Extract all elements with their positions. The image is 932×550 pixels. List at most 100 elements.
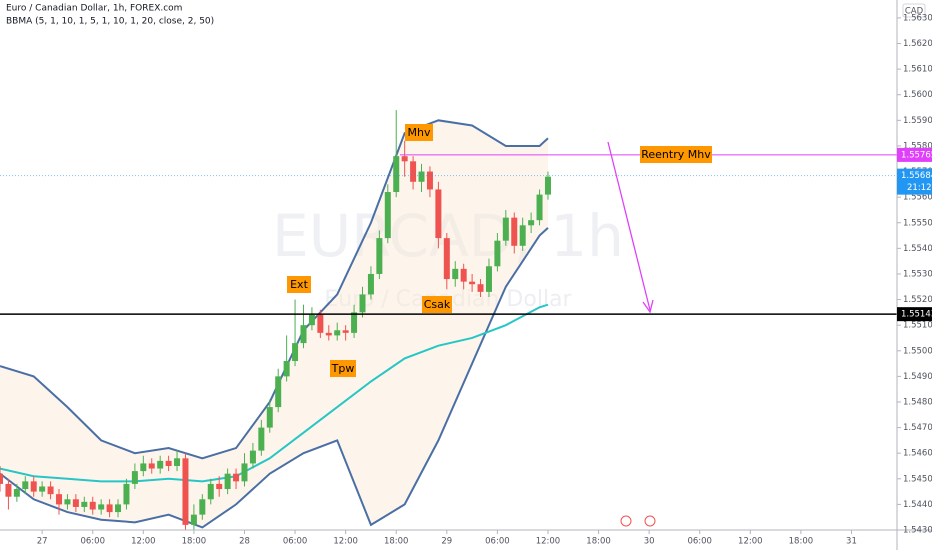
candle-body	[224, 473, 231, 490]
candle-body	[258, 427, 265, 451]
indicator-line	[0, 227, 549, 529]
y-tick-label: 1.54500	[903, 474, 932, 484]
price-label: 1.55765	[901, 150, 932, 160]
candle-body	[30, 481, 37, 492]
y-tick-label: 1.54600	[903, 449, 932, 459]
y-tick-label: 1.55200	[903, 295, 932, 305]
candle-body	[233, 473, 240, 482]
candle-body	[115, 504, 122, 513]
candle-body	[275, 376, 282, 408]
x-tick-label: 31	[846, 537, 857, 547]
annotation-text: Csak	[424, 298, 451, 311]
indicator-label: BBMA (5, 1, 10, 1, 5, 1, 10, 1, 20, clos…	[6, 17, 214, 27]
y-tick-label: 1.54800	[903, 397, 932, 407]
x-tick-label: 06:00	[485, 537, 510, 547]
price-label: 1.55143	[901, 310, 932, 320]
candle-body	[56, 494, 63, 505]
annotation-text: Reentry Mhv	[641, 148, 711, 161]
candle-body	[266, 407, 273, 428]
candle-body	[536, 194, 543, 221]
annotation-text: Tpw	[331, 362, 355, 375]
annotation-text: Ext	[290, 278, 308, 291]
last-price-box	[897, 168, 932, 195]
y-tick-label: 1.54300	[903, 526, 932, 536]
y-tick-label: 1.54400	[903, 500, 932, 510]
candle-body	[47, 486, 54, 495]
candle-body	[249, 450, 256, 464]
y-tick-label: 1.54700	[903, 423, 932, 433]
candle-body	[544, 176, 551, 195]
candle-body	[72, 499, 79, 507]
candle-body	[342, 330, 349, 333]
candle-body	[283, 361, 290, 377]
band-fill	[0, 120, 548, 528]
annotation-box[interactable]	[422, 296, 452, 313]
y-tick-label: 1.54900	[903, 372, 932, 382]
candle-body	[300, 325, 307, 344]
x-tick-label: 28	[239, 537, 250, 547]
candle-body	[443, 238, 450, 280]
annotation-box[interactable]	[287, 276, 311, 293]
candle-body	[477, 284, 484, 292]
candle-body	[241, 463, 248, 482]
y-tick-label: 1.55900	[903, 116, 932, 126]
candle-body	[182, 458, 189, 525]
candle-body	[359, 294, 366, 313]
candle-body	[5, 483, 12, 497]
annotation-box[interactable]	[640, 146, 712, 163]
arrow-head	[642, 299, 654, 314]
y-tick-label: 1.55500	[903, 218, 932, 228]
x-tick-label: 12:00	[333, 537, 358, 547]
candle-body	[98, 504, 105, 510]
candle-body	[292, 343, 299, 362]
candle-body	[511, 217, 518, 246]
x-tick-label: 12:00	[536, 537, 561, 547]
candle-body	[165, 460, 172, 466]
candle-body	[131, 471, 138, 484]
candle-body	[157, 460, 164, 469]
annotation-box[interactable]	[405, 124, 433, 141]
candle-body	[22, 481, 29, 490]
event-icon[interactable]	[620, 515, 632, 527]
candle-body	[485, 266, 492, 292]
indicator-line	[0, 303, 549, 483]
candle-body	[325, 332, 332, 336]
y-tick-label: 1.56300	[903, 13, 932, 23]
candle-body	[140, 463, 147, 472]
candle-body	[426, 171, 433, 190]
annotation-box[interactable]	[330, 360, 356, 377]
candle-body	[460, 268, 467, 282]
x-tick-label: 18:00	[182, 537, 207, 547]
x-tick-label: 18:00	[384, 537, 409, 547]
x-tick-label: 29	[441, 537, 452, 547]
y-tick-label: 1.55100	[903, 321, 932, 331]
annotation-text: Mhv	[408, 126, 431, 139]
candle-body	[317, 314, 324, 333]
event-icon[interactable]	[644, 515, 656, 527]
last-price-label: 1.55684	[901, 171, 932, 181]
y-tick-label: 1.55300	[903, 269, 932, 279]
candle-body	[494, 240, 501, 267]
x-tick-label: 18:00	[789, 537, 814, 547]
y-tick-label: 1.55600	[903, 193, 932, 203]
x-tick-label: 06:00	[80, 537, 105, 547]
candle-body	[308, 314, 315, 326]
currency-box[interactable]	[902, 3, 926, 18]
arrow-line	[607, 141, 651, 311]
y-tick-label: 1.56200	[903, 39, 932, 49]
chart-title: Euro / Canadian Dollar, 1h, FOREX.com	[6, 4, 182, 14]
y-tick-label: 1.55800	[903, 141, 932, 151]
candle-body	[174, 458, 181, 466]
y-tick-label: 1.55400	[903, 244, 932, 254]
candle-body	[81, 501, 88, 507]
candle-body	[64, 499, 71, 505]
x-tick-label: 18:00	[586, 537, 611, 547]
candle-body	[106, 504, 113, 513]
candle-body	[519, 225, 526, 246]
price-label-box	[897, 307, 932, 322]
x-tick-label: 06:00	[687, 537, 712, 547]
candle-body	[123, 483, 130, 505]
y-tick-label: 1.56000	[903, 90, 932, 100]
